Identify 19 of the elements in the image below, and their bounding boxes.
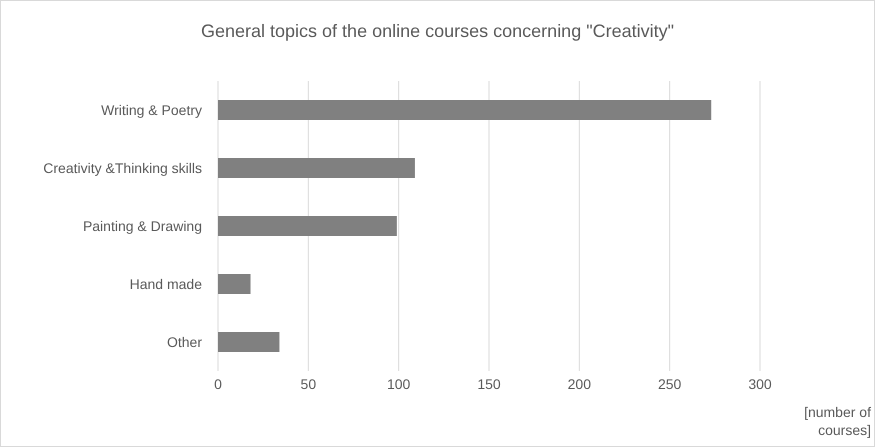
x-tick-label: 200 bbox=[568, 376, 592, 392]
x-tick-label: 150 bbox=[477, 376, 501, 392]
y-tick-label: Writing & Poetry bbox=[101, 102, 202, 118]
x-axis-title: [number of courses] bbox=[803, 403, 871, 439]
x-tick-label: 50 bbox=[300, 376, 316, 392]
y-tick-label: Other bbox=[166, 334, 202, 350]
x-tick-label: 250 bbox=[658, 376, 682, 392]
x-tick-label: 0 bbox=[214, 376, 222, 392]
y-tick-label: Painting & Drawing bbox=[82, 218, 202, 234]
y-tick-label: Creativity &Thinking skills bbox=[43, 160, 202, 176]
bar bbox=[218, 158, 415, 178]
bar bbox=[218, 274, 251, 294]
x-tick-label: 100 bbox=[386, 376, 411, 392]
x-tick-label: 300 bbox=[748, 376, 772, 392]
bar bbox=[218, 332, 280, 352]
y-tick-label: Hand made bbox=[130, 276, 202, 292]
chart-title: General topics of the online courses concerning "Creativity" bbox=[200, 21, 676, 42]
bar bbox=[218, 216, 397, 236]
bar bbox=[218, 100, 712, 120]
